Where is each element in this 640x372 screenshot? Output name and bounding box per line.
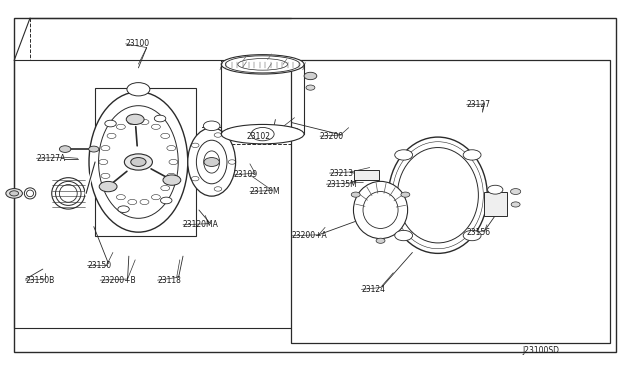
- Circle shape: [163, 175, 181, 185]
- Circle shape: [99, 182, 117, 192]
- Text: 23100: 23100: [125, 39, 150, 48]
- Text: J23100SD: J23100SD: [522, 346, 559, 355]
- Circle shape: [488, 185, 503, 194]
- Circle shape: [154, 115, 166, 122]
- Text: 23124: 23124: [362, 285, 385, 294]
- Circle shape: [126, 114, 144, 125]
- Circle shape: [161, 197, 172, 204]
- Circle shape: [395, 230, 413, 241]
- Polygon shape: [95, 88, 196, 236]
- Circle shape: [395, 150, 413, 160]
- Circle shape: [118, 206, 129, 212]
- Circle shape: [10, 191, 19, 196]
- Circle shape: [251, 128, 274, 141]
- Ellipse shape: [221, 124, 304, 144]
- Circle shape: [60, 146, 71, 153]
- Circle shape: [124, 154, 152, 170]
- Polygon shape: [228, 129, 298, 140]
- Text: 23150B: 23150B: [26, 276, 55, 285]
- Text: 23200: 23200: [320, 132, 344, 141]
- Circle shape: [376, 238, 385, 243]
- Circle shape: [463, 230, 481, 241]
- Bar: [291, 61, 610, 343]
- Text: 23109: 23109: [234, 170, 258, 179]
- Text: 23120MA: 23120MA: [183, 220, 219, 229]
- Circle shape: [204, 121, 220, 131]
- Text: 23135M: 23135M: [326, 180, 357, 189]
- Ellipse shape: [52, 178, 85, 209]
- Text: 23150: 23150: [88, 261, 111, 270]
- Ellipse shape: [353, 182, 408, 238]
- Text: 23200+A: 23200+A: [291, 231, 327, 240]
- Text: 23127A: 23127A: [36, 154, 66, 163]
- Bar: [354, 170, 380, 180]
- Circle shape: [89, 146, 99, 152]
- Ellipse shape: [24, 188, 36, 199]
- Ellipse shape: [204, 151, 220, 173]
- Text: 23102: 23102: [246, 132, 271, 141]
- Circle shape: [463, 150, 481, 160]
- Circle shape: [511, 202, 520, 207]
- Circle shape: [204, 158, 220, 166]
- Ellipse shape: [188, 128, 236, 196]
- Circle shape: [127, 83, 150, 96]
- Circle shape: [6, 189, 22, 198]
- Circle shape: [401, 192, 410, 197]
- Text: 23127: 23127: [467, 100, 491, 109]
- Text: 23156: 23156: [467, 228, 491, 237]
- Circle shape: [304, 72, 317, 80]
- Text: 23200+B: 23200+B: [100, 276, 136, 285]
- Circle shape: [306, 85, 315, 90]
- Circle shape: [105, 120, 116, 127]
- Text: 23120M: 23120M: [250, 187, 280, 196]
- Text: 23118: 23118: [157, 276, 181, 285]
- Ellipse shape: [388, 137, 487, 253]
- Circle shape: [131, 158, 146, 166]
- Circle shape: [351, 192, 360, 197]
- Ellipse shape: [221, 55, 304, 74]
- Text: 23213: 23213: [330, 169, 353, 177]
- Bar: [484, 192, 507, 216]
- Ellipse shape: [89, 92, 188, 232]
- Circle shape: [511, 189, 521, 195]
